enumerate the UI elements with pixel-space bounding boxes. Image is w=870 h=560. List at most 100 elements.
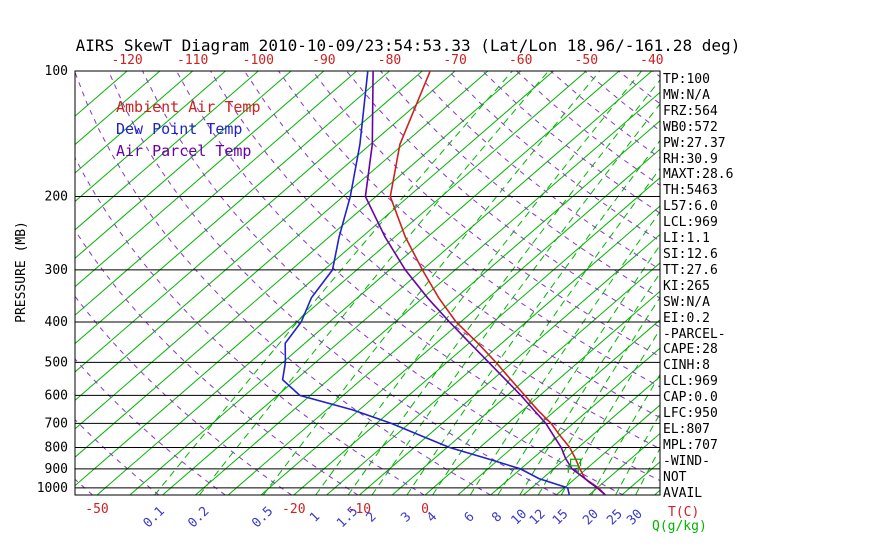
dry-adiabat-line [142, 71, 624, 495]
stat-line: LCL:969 [663, 215, 718, 231]
bottom-axis-tick-label: -50 [85, 502, 108, 517]
stat-line: EL:807 [663, 421, 710, 437]
mixing-ratio-line [347, 79, 660, 495]
pressure-tick-label: 900 [45, 462, 68, 477]
pressure-tick-label: 600 [45, 388, 68, 403]
dry-adiabat-line [75, 295, 292, 495]
isotherm-line [75, 71, 161, 146]
mixing-ratio-tick-label: 0.1 [141, 504, 168, 531]
isotherm-line [293, 177, 660, 495]
green-level-marker [570, 458, 582, 467]
mixing-ratio-tick-label: 4 [424, 509, 440, 525]
dry-adiabat-line [380, 71, 660, 299]
mixing-ratio-tick-label: 12 [527, 507, 549, 529]
top-axis-tick-label: -50 [575, 53, 598, 68]
top-axis-tick-label: -40 [640, 53, 663, 68]
isotherm-line [75, 71, 423, 373]
dry-adiabat-line [244, 71, 660, 419]
mixing-ratio-tick-label: 3 [398, 509, 414, 525]
stat-line: WB0:572 [663, 119, 718, 135]
temperature-unit-label: T(C) [668, 505, 699, 520]
isotherm-line [75, 71, 325, 288]
pressure-axis-label: PRESSURE (MB) [14, 221, 29, 323]
isotherm-line [162, 71, 653, 495]
isotherm-line [195, 91, 660, 495]
stat-line: -PARCEL- [663, 326, 726, 342]
isotherm-line [75, 71, 456, 402]
dry-adiabat-line [210, 71, 660, 450]
top-axis-tick-label: -90 [312, 53, 335, 68]
dry-adiabat-line [278, 71, 660, 388]
isotherm-line [391, 262, 660, 495]
top-axis-tick-label: -80 [378, 53, 401, 68]
stat-line: TP:100 [663, 72, 710, 87]
isotherm-line [75, 71, 522, 458]
dry-adiabat-line [346, 71, 660, 328]
bottom-axis-tick-label: -20 [282, 502, 305, 517]
mixing-ratio-line [497, 244, 660, 495]
pressure-tick-label: 700 [45, 416, 68, 431]
isotherm-line [75, 71, 489, 430]
pressure-tick-label: 1000 [37, 481, 68, 496]
stat-line: TT:27.6 [663, 262, 718, 278]
mixing-ratio-line [469, 210, 660, 495]
grid-layer [75, 71, 660, 495]
stats-panel: TP:100 MW:N/A FRZ:564 WB0:572 PW:27.37 RH:30.… [663, 72, 733, 501]
legend: Ambient Air Temp Dew Point Temp Air Parc… [116, 96, 261, 162]
ambient-temp-curve [389, 71, 606, 495]
mixing-ratio-tick-label: 0.2 [185, 504, 212, 531]
parcel-temp-curve [364, 71, 606, 495]
stat-line: SW:N/A [663, 294, 710, 310]
dry-adiabat-line [108, 71, 558, 495]
mixing-ratio-line [560, 328, 660, 495]
mixing-ratio-line [615, 412, 660, 495]
stat-line: LFC:950 [663, 406, 718, 422]
stat-line: SI:12.6 [663, 246, 718, 262]
top-axis-tick-label: -100 [243, 53, 274, 68]
top-axis-tick-label: -110 [177, 53, 208, 68]
dry-adiabat-line [414, 71, 660, 270]
isotherm-line [75, 71, 292, 259]
stat-line: FRZ:564 [663, 103, 718, 119]
stat-line: LI:1.1 [663, 231, 710, 247]
isotherm-line [490, 347, 660, 495]
stat-line: NOT [663, 469, 687, 485]
mixing-ratio-line [262, 71, 601, 495]
isotherm-line [129, 71, 620, 495]
stat-line: EI:0.2 [663, 310, 710, 326]
mixing-ratio-line [315, 71, 642, 495]
isotherm-line [75, 71, 259, 231]
mixing-ratio-tick-label: 2 [363, 509, 379, 525]
top-axis-tick-label: -70 [443, 53, 466, 68]
dry-adiabat-line [176, 71, 660, 482]
mixing-ratio-tick-label: 8 [489, 509, 505, 525]
isotherm-line [75, 71, 358, 316]
isotherm-line [75, 71, 226, 203]
top-axis-tick-label: -60 [509, 53, 532, 68]
legend-item-ambient-temp: Ambient Air Temp [116, 98, 261, 116]
chart-title: AIRS SkewT Diagram 2010-10-09/23:54:53.3… [75, 36, 741, 55]
isotherm-line [75, 71, 194, 174]
legend-item-air-parcel: Air Parcel Temp [116, 142, 252, 160]
pressure-tick-label: 800 [45, 440, 68, 455]
isotherm-line [359, 233, 660, 495]
legend-item-dew-point: Dew Point Temp [116, 120, 243, 138]
pressure-tick-label: 300 [45, 263, 68, 278]
stat-line: KI:265 [663, 278, 710, 294]
stat-line: MPL:707 [663, 437, 718, 453]
isotherm-line [621, 461, 660, 495]
mixing-ratio-line [591, 373, 660, 495]
stat-line: TH:5463 [663, 183, 718, 199]
dry-adiabat-line [75, 156, 425, 495]
mixing-ratio-tick-label: 1 [307, 509, 323, 525]
stat-line: LCL:969 [663, 374, 718, 390]
stat-line: RH:30.9 [663, 151, 718, 167]
stat-line: MW:N/A [663, 87, 710, 103]
mixing-ratio-tick-label: 25 [604, 507, 626, 529]
stat-line: CINH:8 [663, 358, 710, 374]
mixing-ratio-line [199, 71, 549, 495]
isotherm-line [227, 120, 660, 495]
pressure-tick-label: 200 [45, 189, 68, 204]
pressure-tick-label: 500 [45, 355, 68, 370]
